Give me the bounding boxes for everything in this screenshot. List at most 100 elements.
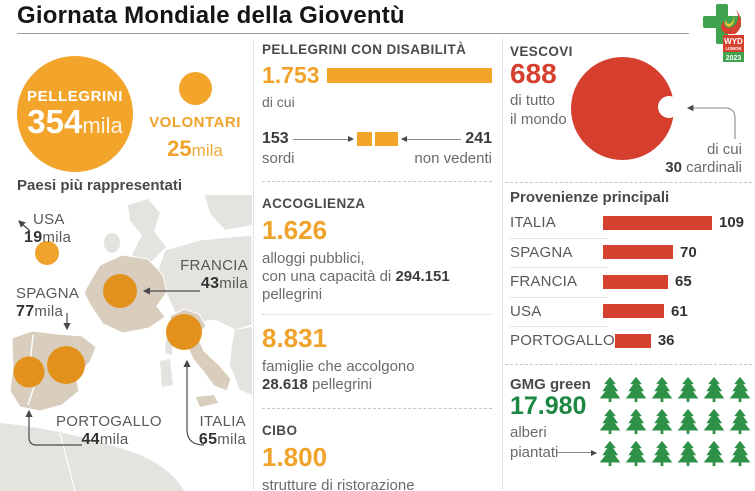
divider-dashed-2 [262,408,492,409]
cibo-value: 1.800 [262,442,328,472]
cibo-heading: CIBO [262,423,298,438]
accoglienza-stat1-value: 1.626 [262,215,328,245]
map-label-usa: USA 19mila [24,211,71,248]
volontari-value: 25mila [143,136,247,162]
cardinali-dicui: di cui [706,141,742,158]
portogallo-arrow [25,409,82,446]
prov-row-value: 36 [657,332,675,350]
prov-row-value: 109 [719,214,745,232]
accoglienza-line1: alloggi pubblici, [262,250,365,267]
italia-suffix: mila [217,430,246,448]
map-label-spagna: SPAGNA 77mila [16,285,79,322]
map-bubble-italia [166,314,202,350]
right-divider-1 [505,182,752,183]
divider-dashed [262,181,492,182]
middle-column: PELLEGRINI CON DISABILITÀ 1.753 di cui 1… [262,42,492,491]
nonvedenti-label: non vedenti [414,150,492,167]
pellegrini-circle: PELLEGRINI 354mila [17,56,133,172]
prov-row-bar [603,304,664,319]
map-balkans [230,327,252,395]
volontari-circle [179,72,212,105]
gmg-value: 17.980 [510,392,587,420]
cardinali-connector [686,104,736,139]
portogallo-name: PORTOGALLO [56,413,162,430]
vescovi-subtext: di tutto il mondo [510,92,567,130]
tree-icon [677,408,699,435]
gmg-heading: GMG green [510,376,591,393]
vescovi-heading: VESCOVI [510,44,573,59]
disab-bar-nonvedenti [374,132,398,146]
tree-icon [599,408,621,435]
disab-bar-sordi [356,132,372,146]
page-title: Giornata Mondiale della Gioventù [17,2,405,29]
usa-name: USA [33,211,65,228]
tree-icon [703,440,725,467]
sordi-value: 153 [262,130,289,147]
accoglienza-s2-bold: 28.618 [262,376,308,393]
vescovi-circle [571,57,674,160]
map-label-francia: FRANCIA 43mila [180,257,248,294]
tree-icon [703,408,725,435]
map-bubble-francia [103,274,137,308]
tree-icon [677,376,699,403]
map-bubble-usa [35,241,59,265]
tree-icon [651,408,673,435]
divider-dotted [262,314,492,315]
tree-icon [651,376,673,403]
tree-icon [651,440,673,467]
volontari-label: VOLONTARI [149,114,241,131]
europe-bubble-map: USA 19mila FRANCIA 43mila SPAGNA 77mila … [0,195,252,491]
tree-icon [703,376,725,403]
sordi-label: sordi [262,150,295,167]
logo-wyd-text: WYD [724,37,743,46]
prov-row: FRANCIA 65 [510,267,755,297]
vescovi-line1: di tutto [510,92,556,109]
map-label-portogallo: PORTOGALLO 44mila [56,413,162,450]
prov-row-label: USA [510,302,542,320]
spagna-name: SPAGNA [16,285,80,302]
usa-arrow [18,220,31,232]
map-sardinia [160,359,173,387]
accoglienza-heading: ACCOGLIENZA [262,196,366,211]
provenienze-heading: Provenienze principali [510,189,670,206]
tree-icon [599,376,621,403]
italia-value: 65 [198,430,218,448]
disabilita-total: 1.753 [262,62,320,88]
map-heading: Paesi più rappresentati [17,177,183,194]
vescovi-value: 688 [510,58,557,89]
title-underline [17,33,689,34]
prov-row-bar [603,274,668,289]
francia-value: 43 [200,274,220,292]
pellegrini-label: PELLEGRINI [26,88,123,106]
portogallo-suffix: mila [99,430,129,448]
tree-icon [625,408,647,435]
disabilita-dicui: di cui [262,94,295,110]
prov-row-value: 61 [671,302,688,320]
gmg-arrow [556,449,597,456]
volontari-number: 25 [167,136,192,161]
prov-row: PORTOGALLO 36 [510,326,755,356]
tree-icon [729,408,751,435]
prov-row-bar [603,245,673,260]
tree-pictogram [599,376,755,467]
cibo-text: strutture di ristorazione con distruzion… [262,477,492,491]
cardinali-value: 30 [665,159,682,176]
spagna-value: 77 [16,302,35,320]
accoglienza-s2-line1: famiglie che accolgono [262,358,415,375]
logo-2023-text: 2023 [726,55,742,62]
prov-row-label: PORTOGALLO [510,332,615,350]
usa-suffix: mila [42,228,72,246]
accoglienza-stat2-text: famiglie che accolgono 28.618 pellegrini [262,358,492,394]
pellegrini-value: 354mila [27,104,122,140]
prov-row: SPAGNA 70 [510,237,755,268]
prov-row-value: 65 [675,273,692,291]
tree-icon [599,440,621,467]
sordi-arrow [292,136,354,142]
map-bubble-portogallo [13,356,45,388]
accoglienza-stat2-value: 8.831 [262,323,328,353]
italia-name: ITALIA [199,413,246,430]
gmg-line1: alberi [510,424,547,441]
cardinali-dot [658,96,680,118]
accoglienza-s2-post: pellegrini [307,376,373,393]
italia-arrow [183,359,205,446]
